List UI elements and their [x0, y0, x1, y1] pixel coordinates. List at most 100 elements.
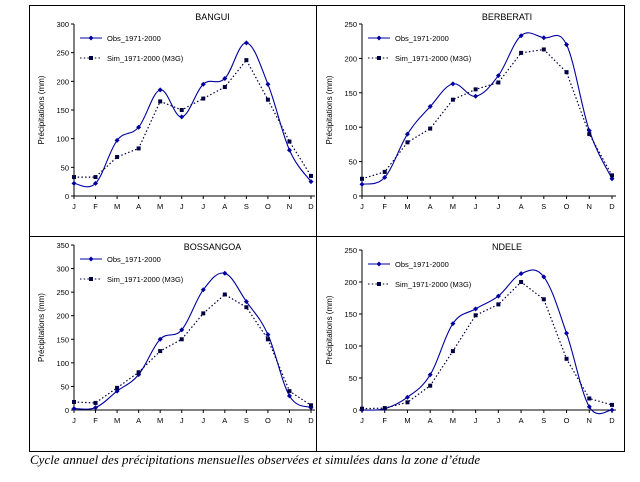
y-tick-label: 200 [56, 312, 69, 321]
data-point-sim [496, 80, 501, 85]
data-point-sim [450, 97, 455, 102]
legend-marker-sim [377, 282, 381, 286]
x-tick-label: F [382, 416, 387, 425]
y-tick-label: 150 [344, 310, 357, 319]
data-point-sim [428, 126, 433, 131]
y-tick-label: 100 [344, 342, 357, 351]
legend-marker-obs [88, 256, 94, 262]
x-tick-label: D [308, 202, 314, 211]
y-axis-label: Précipitations (mm) [37, 293, 46, 362]
x-tick-label: J [201, 202, 205, 211]
x-tick-label: M [157, 416, 163, 425]
data-point-obs [136, 124, 142, 130]
x-tick-label: M [404, 416, 410, 425]
data-point-sim [541, 297, 546, 302]
chart-panel-ndele: NDELE 0 50 100 150 200 250 Précipitations (mm) J… [325, 242, 616, 425]
x-tick-label: S [541, 416, 546, 425]
x-tick-label: A [222, 202, 227, 211]
legend-label-obs: Obs_1971-2000 [107, 255, 161, 264]
figure-caption: Cycle annuel des précipitations mensuell… [30, 452, 481, 467]
y-tick-label: 300 [56, 20, 69, 29]
x-tick-label: J [360, 202, 364, 211]
data-point-obs [359, 181, 365, 187]
data-point-sim [72, 399, 76, 404]
data-point-obs [518, 33, 524, 39]
x-tick-label: D [609, 416, 615, 425]
x-tick-label: O [564, 202, 570, 211]
chart-panel-berberati: BERBERATI 0 50 100 150 200 250 Précipitations (… [325, 12, 616, 211]
data-point-obs [586, 404, 592, 410]
x-tick-label: M [404, 202, 410, 211]
series-line-sim [74, 59, 312, 178]
figure-border [29, 5, 625, 452]
chart-title: BOSSANGOA [184, 242, 242, 252]
data-point-obs [404, 131, 410, 137]
y-tick-label: 0 [65, 406, 69, 415]
legend-label-sim: Sim_1971-2000 (M3G) [107, 275, 184, 284]
data-point-sim [428, 383, 433, 388]
x-tick-label: N [287, 416, 292, 425]
legend-marker-sim [377, 56, 381, 60]
data-point-sim [382, 169, 387, 174]
data-point-obs [93, 405, 99, 411]
chart-title: BERBERATI [482, 12, 532, 22]
x-tick-label: J [496, 416, 500, 425]
legend-label-obs: Obs_1971-2000 [395, 260, 449, 269]
data-point-sim [179, 108, 184, 112]
x-tick-label: A [428, 202, 433, 211]
x-tick-label: S [244, 202, 249, 211]
data-point-sim [450, 349, 455, 354]
x-tick-label: J [360, 416, 364, 425]
y-tick-label: 100 [344, 123, 357, 132]
x-tick-label: S [541, 202, 546, 211]
data-point-obs [541, 35, 547, 41]
y-tick-label: 250 [56, 49, 69, 58]
data-point-sim [222, 292, 227, 297]
x-tick-label: J [474, 416, 478, 425]
x-tick-label: M [450, 416, 456, 425]
data-point-sim [473, 87, 478, 92]
data-point-sim [93, 400, 98, 405]
x-tick-label: S [244, 416, 249, 425]
y-tick-label: 250 [344, 20, 357, 29]
data-point-obs [157, 87, 163, 93]
data-point-sim [201, 311, 206, 316]
data-point-obs [179, 114, 185, 120]
series-line-obs [361, 32, 613, 185]
data-point-sim [115, 155, 120, 160]
data-point-obs [179, 327, 185, 333]
data-point-sim [179, 337, 184, 342]
x-tick-label: A [519, 416, 524, 425]
data-point-sim [564, 70, 569, 75]
x-tick-label: A [136, 202, 141, 211]
data-point-obs [71, 180, 77, 186]
y-tick-label: 350 [56, 241, 69, 250]
data-point-obs [114, 388, 120, 394]
data-point-sim [158, 99, 163, 104]
data-point-obs [564, 42, 570, 48]
x-tick-label: M [157, 202, 163, 211]
data-point-sim [115, 385, 120, 390]
data-point-obs [286, 393, 292, 399]
y-tick-label: 250 [56, 288, 69, 297]
chart-title: BANGUI [195, 12, 230, 22]
legend-label-obs: Obs_1971-2000 [395, 34, 449, 43]
data-point-obs [265, 81, 271, 87]
x-tick-label: F [382, 202, 387, 211]
x-tick-label: M [114, 202, 120, 211]
data-point-sim [519, 280, 524, 284]
data-point-sim [564, 356, 569, 361]
data-point-sim [587, 396, 592, 401]
data-point-sim [610, 173, 614, 178]
data-point-obs [243, 299, 249, 305]
y-tick-label: 150 [344, 89, 357, 98]
data-point-obs [286, 147, 292, 153]
data-point-obs [427, 104, 433, 110]
y-tick-label: 0 [65, 192, 69, 201]
data-point-sim [136, 370, 141, 375]
x-tick-label: A [428, 416, 433, 425]
data-point-sim [287, 389, 292, 394]
data-point-obs [222, 270, 228, 276]
data-point-obs [200, 287, 206, 293]
